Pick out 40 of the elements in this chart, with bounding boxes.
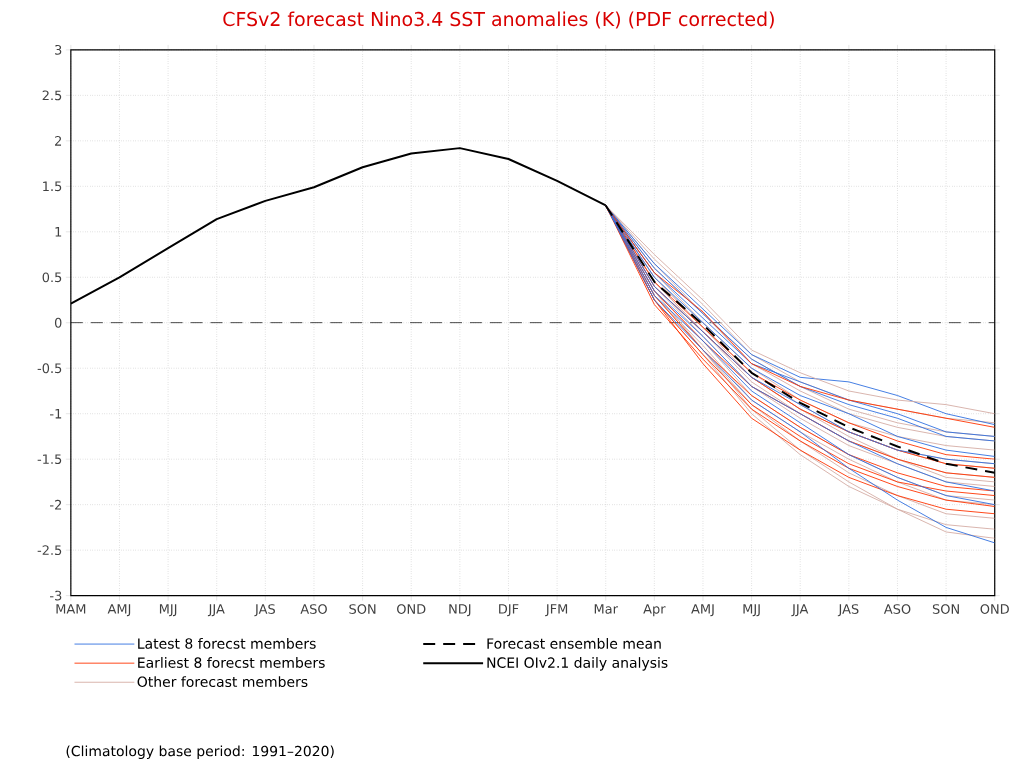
y-tick-label: 3: [55, 44, 62, 55]
y-tick-label: -3: [50, 590, 62, 601]
chart-title: CFSv2 forecast Nino3.4 SST anomalies (K) (PDF corrected): [223, 11, 774, 29]
y-tick-label: -0.5: [37, 363, 62, 374]
legend-label: Earliest 8 forecst members: [138, 657, 325, 668]
x-tick-label: Apr: [643, 604, 666, 617]
x-tick-label: AMJ: [107, 604, 131, 617]
text: (Climatology base period: 1991–2020): [66, 745, 334, 759]
legend-label: Other forecast members: [137, 676, 308, 687]
y-tick-label: 1: [55, 226, 62, 237]
x-tick-label: JAS: [254, 604, 275, 617]
y-tick-label: -1: [50, 408, 62, 419]
y-tick-label: 0.5: [42, 272, 62, 283]
x-tick-label: JJA: [207, 604, 225, 617]
x-tick-label: DJF: [499, 604, 519, 617]
x-tick-label: SON: [932, 604, 959, 614]
y-tick-label: -2: [50, 499, 62, 510]
x-tick-label: MAM: [56, 604, 86, 614]
legend-label: Forecast ensemble mean: [487, 637, 661, 649]
x-tick-label: MJJ: [743, 604, 760, 617]
y-tick-label: 2.5: [42, 90, 62, 101]
x-tick-label: AMJ: [691, 604, 714, 617]
y-tick-label: -2.5: [37, 545, 62, 555]
x-tick-label: OND: [397, 604, 426, 614]
x-tick-label: JAS: [837, 604, 859, 617]
legend-label: Latest 8 forecst members: [138, 637, 316, 649]
y-tick-label: 0: [54, 317, 62, 328]
x-tick-label: Mar: [594, 604, 618, 614]
x-tick-label: JFM: [545, 604, 568, 617]
y-tick-label: 2: [55, 135, 62, 146]
x-tick-label: ASO: [300, 604, 327, 614]
x-tick-label: ASO: [883, 604, 911, 614]
y-tick-label: 1.5: [43, 181, 62, 192]
x-tick-label: OND: [980, 604, 1009, 614]
x-tick-label: MJJ: [159, 604, 177, 617]
legend-label: NCEI OIv2.1 daily analysis: [487, 657, 668, 671]
x-tick-label: SON: [349, 604, 376, 614]
y-tick-label: -1.5: [37, 454, 62, 464]
x-tick-label: NDJ: [449, 604, 471, 617]
x-tick-label: JJA: [791, 604, 809, 617]
